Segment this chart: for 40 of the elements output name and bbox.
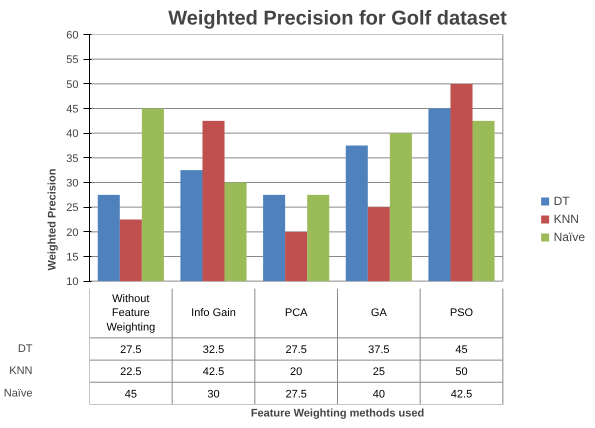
x-tick-label: Info Gain [191,307,236,320]
y-tick-label: 40 [66,128,79,140]
data-label: 20 [290,366,302,378]
x-tick-label: PCA [284,307,308,320]
y-tick-label: 35 [66,152,79,165]
data-label: 30 [207,388,220,400]
y-tick-label: 55 [66,54,79,66]
data-label: 22.5 [120,366,142,378]
y-tick-label: 10 [66,276,79,288]
text: KNN [9,365,33,378]
data-label: 42.5 [202,366,224,378]
y-axis-title: Weighted Precision [46,168,58,270]
data-label: 40 [372,388,385,400]
data-label: 50 [455,366,468,378]
y-tick-label: 60 [66,30,79,42]
data-label: 42.5 [450,388,472,400]
text: Feature Weighting methods used [250,408,424,420]
y-tick-label: 45 [66,104,79,116]
y-tick-label: 50 [66,78,79,91]
data-label: 27.5 [120,344,142,356]
data-label: 45 [455,344,468,356]
text: Naïve [4,387,33,400]
x-tick-label: PSO [450,307,474,320]
data-label: 32.5 [202,344,224,356]
data-label: 27.5 [285,344,307,356]
data-label: 37.5 [368,344,390,356]
data-label: 25 [372,366,385,378]
legend-label: Naïve [554,230,585,244]
legend-label: DT [554,194,571,208]
legend-label: KNN [554,212,579,226]
y-tick-label: 15 [66,252,79,264]
data-label: 45 [124,388,137,400]
text: DT [18,343,33,355]
y-tick-label: 30 [66,178,79,190]
data-label: 27.5 [285,388,307,400]
x-tick-label: GA [370,307,388,320]
x-tick-label: Without Feature Weighting [106,292,156,334]
chart-title: Weighted Precision for Golf dataset [168,8,508,30]
y-tick-label: 20 [66,226,79,239]
y-tick-label: 25 [66,202,79,214]
